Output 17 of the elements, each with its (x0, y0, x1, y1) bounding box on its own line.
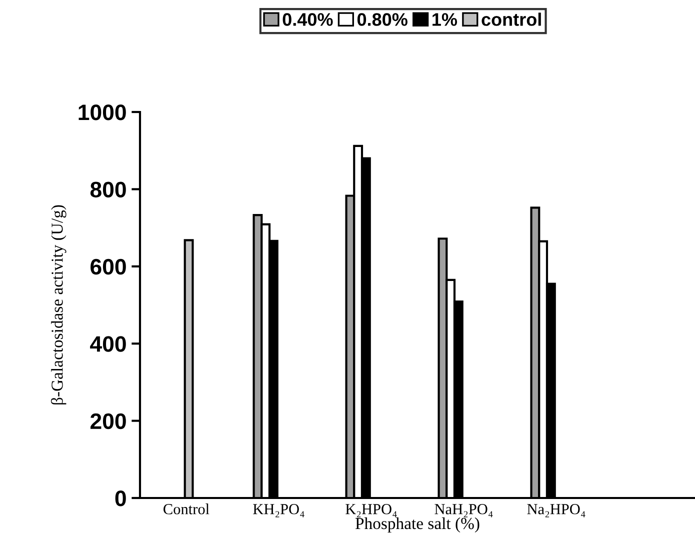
y-tick-label: 0 (115, 490, 126, 506)
x-tick-label: K₂HPO₄ (346, 504, 397, 518)
legend-label: 0.40% (282, 13, 333, 26)
x-tick-label: Control (164, 504, 210, 514)
y-tick-label: 800 (90, 182, 126, 198)
y-axis-title: β-Galactosidase activity (U/g) (50, 205, 66, 404)
y-tick-label: 1000 (78, 104, 126, 120)
x-tick-label: KH₂PO₄ (253, 504, 304, 518)
y-tick-label: 400 (90, 336, 126, 352)
x-tick-label: NaH₂PO₄ (434, 504, 493, 518)
legend-label: control (482, 12, 541, 26)
x-tick-label: Na₂HPO₄ (527, 504, 586, 518)
y-tick-label: 200 (90, 413, 126, 430)
x-axis-title: Phosphate salt (%) (355, 517, 480, 533)
legend-label: 0.80% (357, 13, 408, 26)
y-tick-label: 600 (90, 258, 126, 275)
legend-label: 1% (432, 13, 458, 26)
